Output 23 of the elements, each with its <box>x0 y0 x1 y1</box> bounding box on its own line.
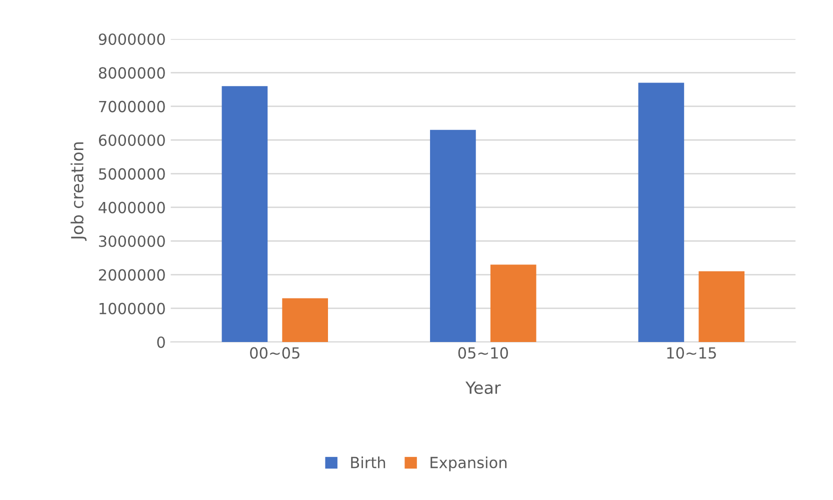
y-tick-label: 6000000 <box>98 134 165 146</box>
y-tick-label: 9000000 <box>98 33 165 46</box>
x-tick-label: 10~15 <box>667 347 716 359</box>
y-tick-label: 3000000 <box>99 235 165 248</box>
bar <box>698 271 744 342</box>
x-axis-title: Year <box>465 382 501 394</box>
bar <box>222 86 268 342</box>
y-tick-label: 7000000 <box>99 100 165 112</box>
bar <box>430 130 476 342</box>
y-tick-label: 2000000 <box>98 269 165 281</box>
bar <box>282 298 328 342</box>
legend-label: Birth <box>351 456 386 468</box>
bar <box>490 264 536 342</box>
y-tick-label: 0 <box>157 336 165 348</box>
legend-label: Expansion <box>430 456 506 472</box>
x-tick-label: 05~10 <box>458 347 508 359</box>
y-tick-label: 4000000 <box>98 202 165 214</box>
bar <box>638 82 684 342</box>
x-tick-label: 00~05 <box>250 347 300 359</box>
y-tick-label: 5000000 <box>99 168 165 180</box>
y-tick-label: 1000000 <box>100 302 165 314</box>
y-axis-title: Job creation <box>70 142 87 241</box>
y-tick-label: 8000000 <box>98 67 165 79</box>
